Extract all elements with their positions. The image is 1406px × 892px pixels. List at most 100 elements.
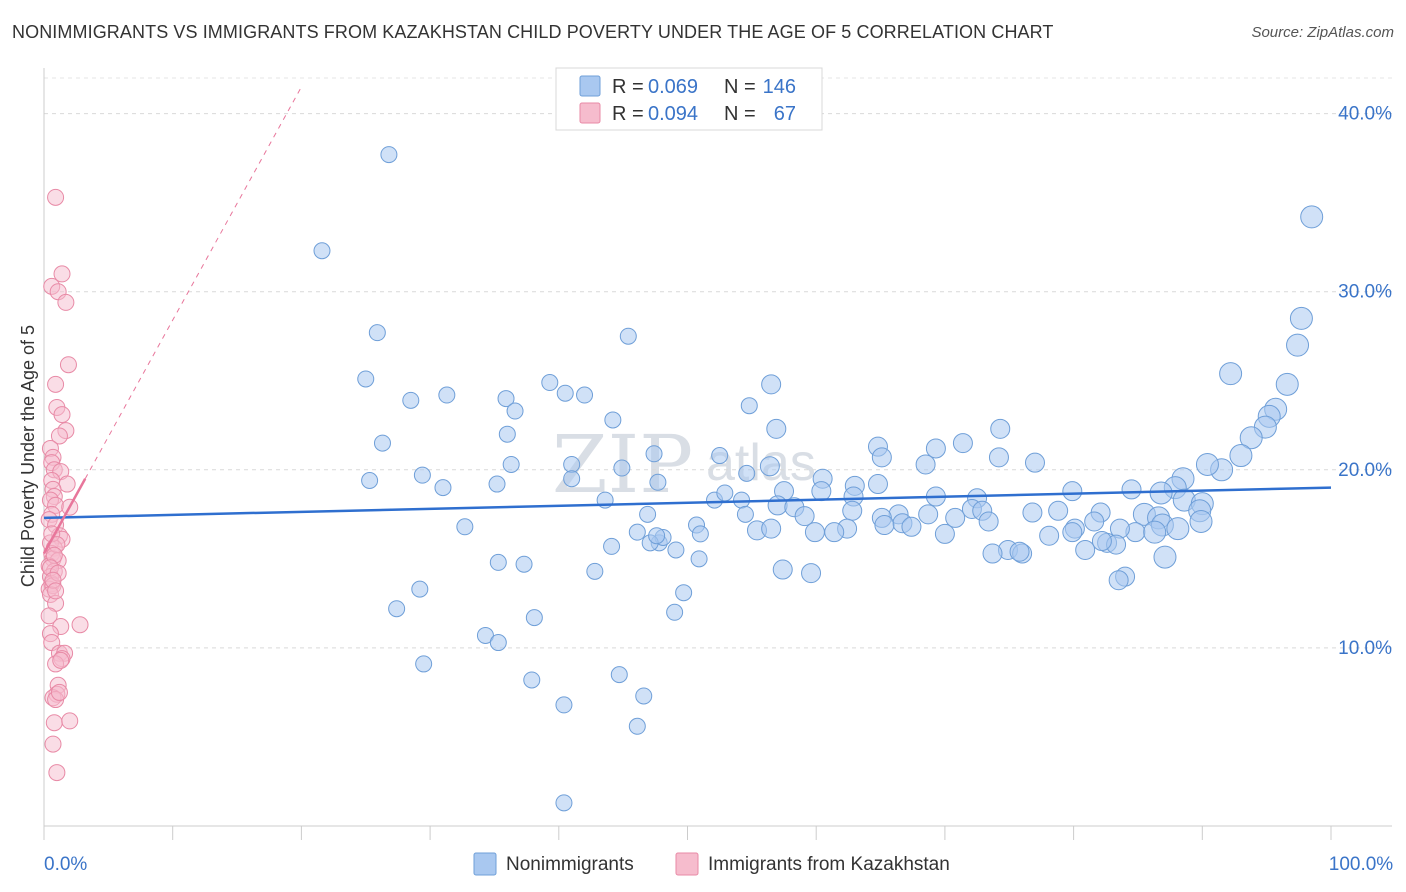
data-point-nonimmigrants — [649, 473, 667, 491]
data-point-nonimmigrants — [502, 455, 520, 473]
data-point-nonimmigrants — [740, 397, 758, 415]
legend-swatch-immigrants — [579, 102, 601, 124]
data-point-nonimmigrants — [368, 324, 386, 342]
data-point-nonimmigrants — [801, 563, 822, 584]
data-point-nonimmigrants — [1166, 517, 1190, 541]
data-point-nonimmigrants — [1091, 531, 1112, 552]
data-point-nonimmigrants — [488, 475, 506, 493]
data-point-nonimmigrants — [515, 555, 533, 573]
bottom-legend: Nonimmigrants Immigrants from Kazakhstan — [473, 852, 950, 876]
data-point-nonimmigrants — [761, 518, 782, 539]
data-point-nonimmigrants — [982, 543, 1003, 564]
legend-n-value: 146 — [763, 76, 796, 98]
data-point-nonimmigrants — [842, 500, 863, 521]
data-point-nonimmigrants — [489, 634, 507, 652]
data-point-nonimmigrants — [1084, 511, 1105, 532]
data-point-nonimmigrants — [541, 374, 559, 392]
trend-lines — [42, 86, 1332, 555]
bottom-legend-swatch-nonimmigrants — [473, 852, 497, 876]
gridlines — [44, 77, 1392, 649]
data-point-nonimmigrants — [871, 447, 892, 468]
data-point-immigrants — [71, 616, 89, 634]
data-point-nonimmigrants — [489, 553, 507, 571]
data-point-immigrants — [57, 293, 75, 311]
legend-n-label: N = — [724, 103, 756, 125]
data-point-nonimmigrants — [645, 445, 663, 463]
data-point-nonimmigrants — [824, 522, 845, 543]
trend-line-immigrants — [42, 478, 87, 555]
data-point-immigrants — [52, 651, 70, 669]
data-point-nonimmigrants — [1195, 452, 1219, 476]
data-point-nonimmigrants — [767, 495, 788, 516]
source-credit: Source: ZipAtlas.com — [1251, 24, 1394, 41]
data-point-nonimmigrants — [411, 580, 429, 598]
data-point-nonimmigrants — [925, 438, 946, 459]
data-point-nonimmigrants — [1121, 479, 1142, 500]
data-point-immigrants — [47, 375, 65, 393]
data-point-nonimmigrants — [402, 391, 420, 409]
data-point-nonimmigrants — [476, 626, 494, 644]
data-point-nonimmigrants — [952, 433, 973, 454]
data-point-nonimmigrants — [619, 327, 637, 345]
data-point-nonimmigrants — [628, 717, 646, 735]
bottom-legend-swatch-immigrants — [675, 852, 699, 876]
data-point-nonimmigrants — [506, 402, 524, 420]
data-point-nonimmigrants — [1189, 509, 1213, 533]
data-point-nonimmigrants — [766, 418, 787, 439]
data-point-nonimmigrants — [761, 374, 782, 395]
data-point-nonimmigrants — [555, 794, 573, 812]
x-tick-labels: 0.0% 100.0% — [44, 854, 1393, 875]
data-point-nonimmigrants — [1239, 426, 1263, 450]
data-point-nonimmigrants — [361, 471, 379, 489]
data-point-nonimmigrants — [772, 559, 793, 580]
data-point-nonimmigrants — [373, 434, 391, 452]
data-point-nonimmigrants — [576, 386, 594, 404]
data-point-nonimmigrants — [736, 505, 754, 523]
legend-n-value: 67 — [774, 103, 796, 125]
data-point-nonimmigrants — [1062, 481, 1083, 502]
data-point-nonimmigrants — [438, 386, 456, 404]
data-point-nonimmigrants — [313, 242, 331, 260]
data-point-nonimmigrants — [1062, 522, 1083, 543]
legend-swatch-nonimmigrants — [579, 75, 601, 97]
series-nonimmigrants — [313, 146, 1324, 812]
y-axis-label: Child Poverty Under the Age of 5 — [18, 325, 38, 587]
y-tick-label: 20.0% — [1338, 460, 1392, 481]
data-point-nonimmigrants — [635, 687, 653, 705]
y-tick-label: 30.0% — [1338, 282, 1392, 303]
data-point-immigrants — [44, 735, 62, 753]
data-point-immigrants — [47, 188, 65, 206]
data-point-immigrants — [48, 764, 66, 782]
data-point-nonimmigrants — [498, 425, 516, 443]
data-point-nonimmigrants — [380, 146, 398, 164]
bottom-legend-immigrants: Immigrants from Kazakhstan — [708, 854, 950, 875]
data-point-immigrants — [61, 712, 79, 730]
data-point-nonimmigrants — [1022, 502, 1043, 523]
trend-extension-immigrants — [84, 86, 302, 479]
data-point-immigrants — [50, 427, 68, 445]
data-point-nonimmigrants — [648, 527, 666, 545]
data-point-nonimmigrants — [1275, 372, 1299, 396]
data-point-nonimmigrants — [738, 464, 756, 482]
data-point-nonimmigrants — [555, 696, 573, 714]
data-point-nonimmigrants — [867, 474, 888, 495]
data-point-immigrants — [58, 475, 76, 493]
data-point-nonimmigrants — [811, 481, 832, 502]
legend-box: R = 0.069 N = 146 R = 0.094 N = 67 — [555, 67, 823, 131]
data-point-nonimmigrants — [988, 447, 1009, 468]
data-point-immigrants — [59, 356, 77, 374]
data-point-nonimmigrants — [711, 447, 729, 465]
data-point-nonimmigrants — [874, 515, 895, 536]
legend-n-label: N = — [724, 76, 756, 98]
data-point-nonimmigrants — [759, 456, 780, 477]
y-tick-label: 40.0% — [1338, 104, 1392, 125]
data-point-nonimmigrants — [388, 600, 406, 618]
data-point-nonimmigrants — [667, 541, 685, 559]
data-point-nonimmigrants — [1286, 333, 1310, 357]
y-tick-labels: 10.0% 20.0% 30.0% 40.0% — [1338, 104, 1392, 659]
data-point-nonimmigrants — [918, 504, 939, 525]
data-point-nonimmigrants — [563, 455, 581, 473]
data-point-nonimmigrants — [613, 459, 631, 477]
data-point-nonimmigrants — [733, 491, 751, 509]
data-point-immigrants — [40, 607, 58, 625]
